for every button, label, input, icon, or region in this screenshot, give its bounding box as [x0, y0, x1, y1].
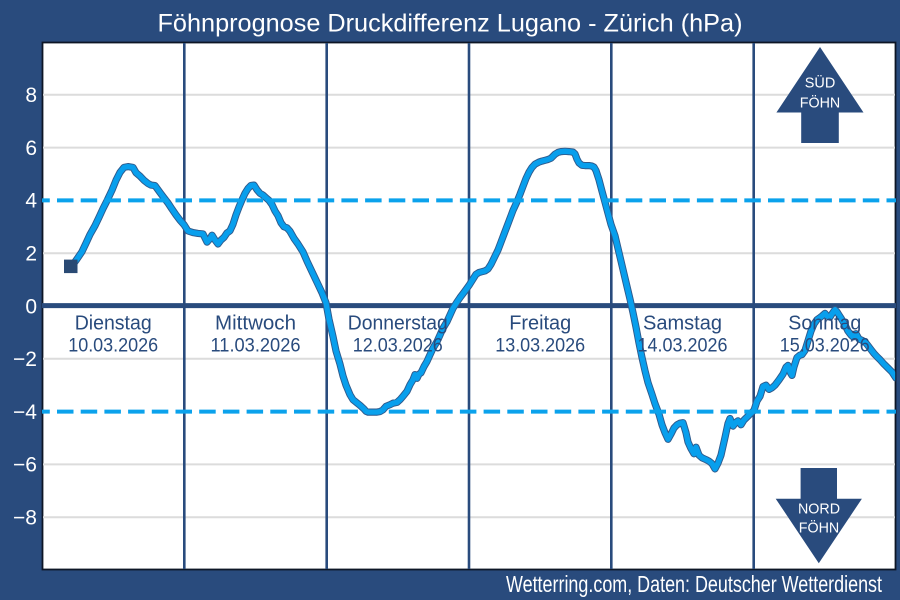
- svg-text:SÜD: SÜD: [805, 74, 836, 92]
- svg-text:14.03.2026: 14.03.2026: [638, 335, 728, 357]
- svg-text:NORD: NORD: [798, 501, 840, 518]
- svg-text:12.03.2026: 12.03.2026: [353, 335, 443, 357]
- svg-text:−6: −6: [13, 454, 37, 477]
- svg-text:6: 6: [25, 137, 37, 160]
- svg-text:Donnerstag: Donnerstag: [348, 312, 448, 335]
- svg-text:10.03.2026: 10.03.2026: [68, 335, 158, 357]
- svg-text:FÖHN: FÖHN: [799, 519, 840, 537]
- svg-text:Mittwoch: Mittwoch: [215, 312, 296, 335]
- svg-text:−4: −4: [13, 401, 37, 424]
- svg-text:Freitag: Freitag: [509, 312, 571, 335]
- svg-text:4: 4: [25, 190, 37, 213]
- svg-text:Föhnprognose Druckdifferenz Lu: Föhnprognose Druckdifferenz Lugano - Zür…: [158, 10, 743, 38]
- svg-text:15.03.2026: 15.03.2026: [780, 335, 870, 357]
- svg-text:13.03.2026: 13.03.2026: [495, 335, 585, 357]
- svg-text:11.03.2026: 11.03.2026: [211, 335, 301, 357]
- svg-text:FÖHN: FÖHN: [800, 94, 841, 112]
- svg-text:2: 2: [25, 243, 37, 266]
- svg-text:Wetterring.com, Daten: Deutsch: Wetterring.com, Daten: Deutscher Wetterd…: [506, 571, 882, 597]
- svg-text:Dienstag: Dienstag: [75, 312, 152, 335]
- svg-text:0: 0: [25, 295, 37, 318]
- svg-text:−2: −2: [13, 348, 37, 371]
- svg-text:8: 8: [25, 84, 37, 107]
- svg-text:−8: −8: [13, 507, 37, 530]
- svg-text:Sonntag: Sonntag: [788, 312, 861, 335]
- svg-text:Samstag: Samstag: [643, 312, 722, 335]
